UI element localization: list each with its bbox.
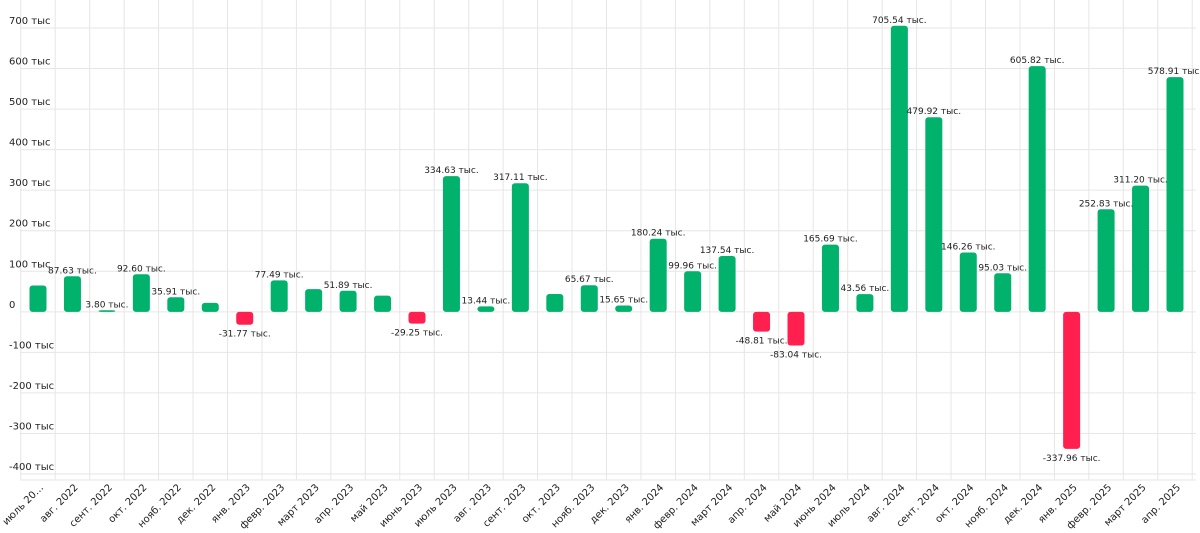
data-label: 252.83 тыс.	[1079, 199, 1134, 209]
bar-9[interactable]	[339, 290, 357, 312]
bar-29[interactable]	[1028, 66, 1046, 312]
data-label: 51.89 тыс.	[324, 281, 373, 291]
y-tick-label: -400 тыс	[9, 462, 54, 473]
data-label: 3.80 тыс.	[85, 300, 128, 310]
bar-26[interactable]	[925, 117, 943, 312]
y-tick-label: -100 тыс	[9, 340, 54, 351]
bar-33[interactable]	[1166, 77, 1184, 312]
bar-17[interactable]	[615, 305, 633, 312]
data-label: 317.11 тыс.	[493, 173, 548, 183]
y-tick-label: 700 тыс	[9, 16, 50, 27]
bar-18[interactable]	[649, 238, 667, 312]
y-axis: 700 тыс 600 тыс 500 тыс 400 тыс 300 тыс 200 т…	[9, 16, 54, 473]
data-label: -337.96 тыс.	[1043, 454, 1101, 464]
data-label: 605.82 тыс.	[1010, 56, 1065, 66]
data-label: 15.65 тыс.	[599, 295, 648, 305]
y-tick-label: 600 тыс	[9, 57, 50, 68]
chart-grid	[20, 0, 1196, 481]
bar-3[interactable]	[132, 274, 150, 312]
data-label: 137.54 тыс.	[700, 246, 755, 256]
data-label: -31.77 тыс.	[219, 330, 271, 340]
bar-14[interactable]	[511, 183, 529, 312]
bar-0[interactable]	[29, 285, 47, 312]
data-label: 99.96 тыс.	[668, 261, 717, 271]
data-label: 479.92 тыс.	[907, 107, 962, 117]
bar-8[interactable]	[305, 289, 323, 312]
data-label: -83.04 тыс.	[770, 350, 822, 360]
bar-20[interactable]	[718, 256, 736, 312]
bar-22[interactable]	[787, 311, 805, 346]
bar-32[interactable]	[1132, 185, 1150, 312]
data-label: 311.20 тыс.	[1113, 176, 1168, 186]
bars-layer	[29, 25, 1184, 449]
bar-1[interactable]	[63, 276, 81, 312]
data-label: -48.81 тыс.	[736, 337, 788, 347]
data-label: 95.03 тыс.	[978, 263, 1027, 273]
bar-16[interactable]	[580, 285, 598, 312]
y-tick-label: 200 тыс	[9, 219, 50, 230]
data-label: 65.67 тыс.	[565, 275, 614, 285]
data-label: 705.54 тыс.	[872, 16, 927, 26]
bar-15[interactable]	[546, 293, 564, 312]
data-labels-layer: 87.63 тыс. 3.80 тыс. 92.60 тыс. 35.91 тыс. -…	[48, 16, 1200, 464]
bar-21[interactable]	[753, 311, 771, 332]
bar-6[interactable]	[236, 311, 254, 325]
data-label: 87.63 тыс.	[48, 266, 97, 276]
data-label: 578.91 тыс.	[1148, 67, 1200, 77]
y-tick-label: 100 тыс	[9, 259, 50, 270]
data-label: 43.56 тыс.	[841, 284, 890, 294]
data-label: 165.69 тыс.	[803, 235, 858, 245]
x-tick-label: июль 20…	[1, 482, 46, 527]
data-label: 334.63 тыс.	[424, 166, 479, 176]
bar-12[interactable]	[442, 176, 460, 312]
y-tick-label: 300 тыс	[9, 178, 50, 189]
bar-25[interactable]	[890, 25, 908, 312]
bar-27[interactable]	[959, 252, 977, 312]
bar-23[interactable]	[821, 244, 839, 312]
y-tick-label: 400 тыс	[9, 138, 50, 149]
bar-4[interactable]	[167, 297, 185, 312]
bar-24[interactable]	[856, 294, 874, 312]
bar-31[interactable]	[1097, 209, 1115, 312]
bar-10[interactable]	[374, 295, 392, 312]
y-tick-label: 0	[9, 300, 15, 311]
data-label: 13.44 тыс.	[462, 296, 511, 306]
bar-28[interactable]	[994, 273, 1012, 312]
bar-13[interactable]	[477, 306, 495, 312]
bar-5[interactable]	[201, 302, 219, 312]
data-label: 35.91 тыс.	[151, 287, 200, 297]
data-label: 146.26 тыс.	[941, 243, 996, 253]
data-label: -29.25 тыс.	[391, 329, 443, 339]
y-tick-label: -300 тыс	[9, 421, 54, 432]
bar-11[interactable]	[408, 311, 426, 324]
bar-19[interactable]	[684, 271, 702, 312]
bar-30[interactable]	[1063, 311, 1081, 449]
data-label: 92.60 тыс.	[117, 264, 166, 274]
y-tick-label: 500 тыс	[9, 97, 50, 108]
data-label: 180.24 тыс.	[631, 229, 686, 239]
bar-7[interactable]	[270, 280, 288, 312]
data-label: 77.49 тыс.	[255, 270, 304, 280]
bar-2[interactable]	[98, 310, 116, 312]
y-tick-label: -200 тыс	[9, 381, 54, 392]
